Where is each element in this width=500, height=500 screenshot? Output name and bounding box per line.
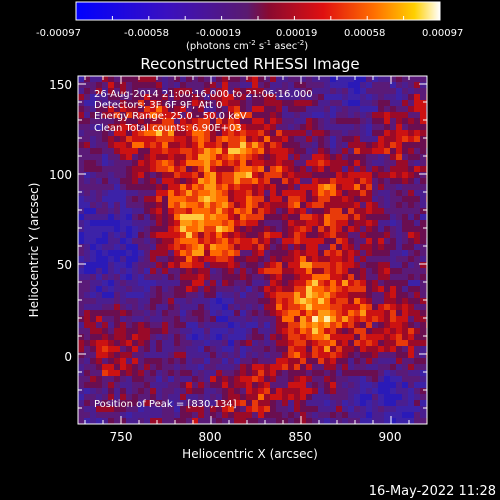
colorbar-tick-label: 0.00097 bbox=[422, 28, 463, 39]
colorbar-tick-label: -0.00019 bbox=[196, 28, 241, 39]
plot-frame bbox=[77, 75, 428, 425]
annotation-time-range: 26-Aug-2014 21:00:16.000 to 21:06:16.000 bbox=[94, 89, 313, 100]
x-tick-label: 800 bbox=[199, 430, 222, 444]
colorbar-tick-label: -0.00097 bbox=[36, 28, 81, 39]
annotation-clean-counts: Clean Total counts: 6.90E+03 bbox=[94, 123, 242, 134]
y-tick-label: 100 bbox=[49, 168, 72, 182]
x-tick-label: 750 bbox=[110, 430, 133, 444]
reconstructed-image bbox=[78, 76, 427, 424]
y-tick-label: 0 bbox=[64, 350, 72, 364]
y-tick-label: 50 bbox=[57, 258, 72, 272]
x-tick-label: 850 bbox=[289, 430, 312, 444]
y-tick-label: 150 bbox=[49, 78, 72, 92]
plot-title: Reconstructed RHESSI Image bbox=[140, 55, 359, 73]
y-axis-label: Heliocentric Y (arcsec) bbox=[27, 183, 41, 318]
annotation-peak-position: Position of Peak = [830,134] bbox=[94, 399, 237, 410]
annotation-detectors: Detectors: 3F 6F 9F, Att 0 bbox=[94, 100, 222, 111]
axis-ticks bbox=[78, 76, 427, 424]
x-axis-label: Heliocentric X (arcsec) bbox=[182, 447, 318, 461]
colorbar-tick-label: 0.00019 bbox=[276, 28, 317, 39]
colorbar-units: (photons cm-2 s-1 asec-2) bbox=[186, 39, 308, 52]
colorbar-tick-label: -0.00058 bbox=[124, 28, 169, 39]
footer-date: 16-May-2022 11:28 bbox=[369, 484, 496, 499]
colorbar-ticks bbox=[75, 16, 441, 20]
x-tick-label: 900 bbox=[379, 430, 402, 444]
annotation-energy-range: Energy Range: 25.0 - 50.0 keV bbox=[94, 111, 247, 122]
colorbar-tick-label: 0.00058 bbox=[344, 28, 385, 39]
